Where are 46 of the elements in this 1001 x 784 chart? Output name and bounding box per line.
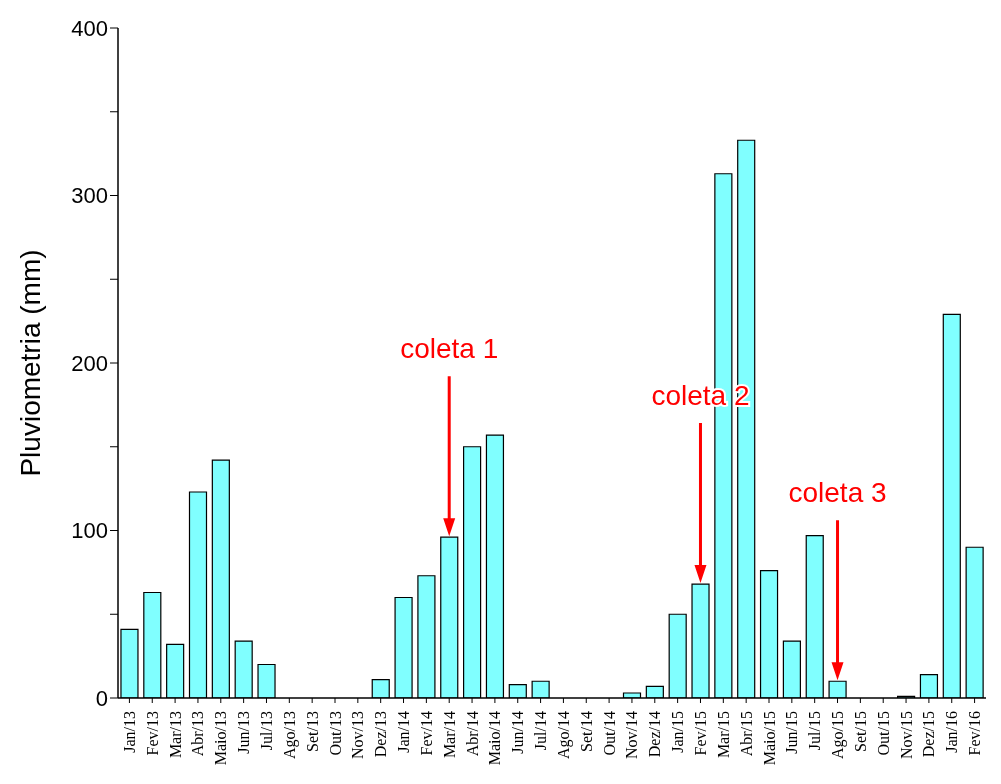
- x-tick-label: Jun/14: [509, 711, 527, 754]
- x-tick-label: Jul/15: [806, 711, 824, 751]
- x-tick-label: Jun/15: [783, 711, 801, 754]
- x-tick-label: Abr/13: [189, 711, 207, 757]
- x-tick-label: Mar/14: [440, 711, 458, 759]
- x-tick-label: Jan/13: [120, 711, 138, 753]
- x-tick-label: Set/13: [303, 711, 321, 752]
- x-tick-label: Ago/14: [554, 711, 573, 759]
- y-tick-label: 0: [95, 685, 108, 711]
- x-tick-label: Out/15: [874, 711, 892, 756]
- x-tick-label: Set/14: [577, 711, 595, 752]
- x-tick-label: Mar/13: [166, 711, 184, 759]
- x-tick-label: Maio/13: [212, 711, 230, 766]
- x-tick-label: Set/15: [851, 711, 869, 752]
- x-tick-label: Fev/13: [143, 711, 161, 756]
- x-tick-label: Out/14: [600, 711, 618, 756]
- x-tick-label: Nov/14: [623, 711, 641, 759]
- x-tick-label: Dez/13: [372, 711, 390, 758]
- x-tick-label: Jan/16: [943, 711, 961, 753]
- x-tick-label: Ago/13: [280, 711, 299, 759]
- x-tick-label: Nov/15: [897, 711, 915, 759]
- x-tick-label: Jan/14: [395, 711, 413, 753]
- y-tick-label: 400: [71, 15, 108, 41]
- x-tick-label: Fev/16: [966, 711, 984, 756]
- x-tick-label: Jun/13: [235, 711, 253, 754]
- y-tick-label: 300: [71, 183, 108, 209]
- x-tick-label: Abr/15: [737, 711, 755, 757]
- x-tick-label: Dez/15: [920, 711, 938, 758]
- x-tick-label: Nov/13: [349, 711, 367, 759]
- x-tick-label: Jul/14: [532, 711, 550, 751]
- x-tick-label: Maio/14: [486, 711, 504, 766]
- x-tick-label: Fev/14: [417, 711, 435, 756]
- annotation: coleta 3: [788, 477, 887, 509]
- x-tick-label: Jan/15: [669, 711, 687, 753]
- y-tick-label: 100: [71, 518, 108, 544]
- x-tick-label: Maio/15: [760, 711, 778, 766]
- y-tick-label: 200: [71, 350, 108, 376]
- annotation: coleta 1: [400, 333, 499, 365]
- y-axis-title: Pluviometria (mm): [14, 249, 46, 477]
- x-tick-label: Dez/14: [646, 711, 664, 758]
- x-tick-label: Ago/15: [829, 711, 848, 759]
- x-tick-label: Jul/13: [257, 711, 275, 751]
- x-tick-label: Mar/15: [714, 711, 732, 759]
- x-tick-label: Fev/15: [691, 711, 709, 756]
- x-tick-label: Out/13: [326, 711, 344, 756]
- x-tick-label: Abr/14: [463, 711, 481, 757]
